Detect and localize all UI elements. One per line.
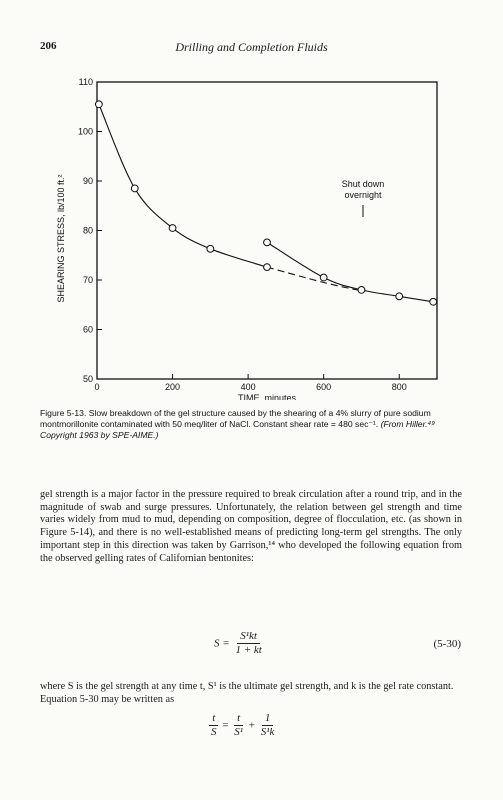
body-text: gel strength is a major factor in the pr… xyxy=(40,489,462,565)
eq2-plus: + xyxy=(248,719,255,732)
body-text-after: where S is the gel strength at any time … xyxy=(40,681,454,705)
y-tick-label-5: 100 xyxy=(78,127,93,137)
y-tick-label-1: 60 xyxy=(83,325,93,335)
data-point-s2-3 xyxy=(395,292,404,301)
x-tick-label-1: 200 xyxy=(165,382,180,392)
y-tick-label-6: 110 xyxy=(79,77,93,87)
running-title: Drilling and Completion Fluids xyxy=(175,40,328,54)
eq2-c-den: S¹k xyxy=(260,726,275,738)
eq2-a-num: t xyxy=(209,712,219,726)
y-tick-label-0: 50 xyxy=(83,374,93,384)
data-point-s2-2 xyxy=(357,286,366,294)
y-tick-label-3: 80 xyxy=(83,226,93,236)
data-point-s2-4 xyxy=(429,297,438,306)
y-axis-label: SHEARING STRESS, lb/100 ft.² xyxy=(56,174,66,302)
eq1-numerator: S¹kt xyxy=(237,630,260,644)
eq2-b-num: t xyxy=(234,712,244,726)
figure-caption: Figure 5-13. Slow breakdown of the gel s… xyxy=(40,408,462,441)
body-paragraph: gel strength is a major factor in the pr… xyxy=(40,489,462,564)
eq1-denominator: 1 + kt xyxy=(235,644,262,656)
data-point-s2-0 xyxy=(263,238,271,247)
page-number: 206 xyxy=(40,40,57,52)
caption-source: (From Hiller.⁴⁹ Copyright 1963 by SPE-AI… xyxy=(40,419,436,440)
eq1-lhs: S = xyxy=(214,637,230,650)
y-tick-label-4: 90 xyxy=(83,176,93,186)
x-axis-label: TIME, minutes xyxy=(238,393,297,400)
data-point-s0-2 xyxy=(168,224,177,232)
y-tick-label-2: 70 xyxy=(83,275,93,285)
eq2-c-num: 1 xyxy=(261,712,274,726)
data-point-s2-1 xyxy=(319,273,328,282)
annotation-line-1: overnight xyxy=(344,190,382,200)
series-1-curve xyxy=(266,266,362,292)
x-tick-label-2: 400 xyxy=(241,382,256,392)
data-point-s0-3 xyxy=(206,244,215,253)
figure-5-13-chart: 0 200 400 600 800 50 60 70 80 90 100 110 TIME, minut… xyxy=(56,77,438,400)
series-2-curve xyxy=(266,241,434,303)
data-point-s0-1 xyxy=(130,184,139,193)
equation-number: (5-30) xyxy=(433,638,462,650)
caption-text: Figure 5-13. Slow breakdown of the gel s… xyxy=(40,408,431,429)
plot-frame xyxy=(96,81,438,380)
eq2-a-den: S xyxy=(211,726,217,738)
eq2-b-den: S¹ xyxy=(234,726,244,738)
data-point-s0-4 xyxy=(263,263,271,272)
data-point-s0-0 xyxy=(94,100,103,109)
x-tick-label-4: 800 xyxy=(392,382,407,392)
annotation-line-0: Shut down xyxy=(342,179,385,189)
page-header: 206 Drilling and Completion Fluids xyxy=(40,40,463,58)
series-0-curve xyxy=(98,104,268,268)
x-tick-label-0: 0 xyxy=(94,382,99,392)
eq2-equals: = xyxy=(222,719,229,732)
x-tick-label-3: 600 xyxy=(316,382,331,392)
